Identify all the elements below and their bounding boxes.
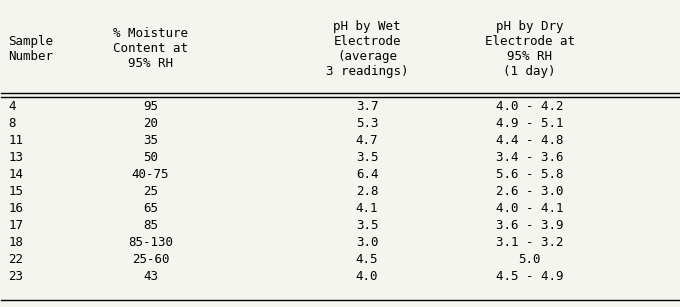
Text: 85: 85 (143, 219, 158, 232)
Text: 18: 18 (8, 236, 23, 249)
Text: 13: 13 (8, 151, 23, 164)
Text: 4.9 - 5.1: 4.9 - 5.1 (496, 117, 563, 130)
Text: % Moisture
Content at
95% RH: % Moisture Content at 95% RH (113, 27, 188, 70)
Text: 25-60: 25-60 (132, 253, 169, 266)
Text: 2.8: 2.8 (356, 185, 378, 198)
Text: 16: 16 (8, 202, 23, 215)
Text: 3.5: 3.5 (356, 151, 378, 164)
Text: 14: 14 (8, 168, 23, 181)
Text: 3.5: 3.5 (356, 219, 378, 232)
Text: 8: 8 (8, 117, 16, 130)
Text: 11: 11 (8, 134, 23, 147)
Text: 5.6 - 5.8: 5.6 - 5.8 (496, 168, 563, 181)
Text: 4.0 - 4.1: 4.0 - 4.1 (496, 202, 563, 215)
Text: 3.7: 3.7 (356, 100, 378, 113)
Text: 5.0: 5.0 (518, 253, 541, 266)
Text: 40-75: 40-75 (132, 168, 169, 181)
Text: 65: 65 (143, 202, 158, 215)
Text: 3.6 - 3.9: 3.6 - 3.9 (496, 219, 563, 232)
Text: 43: 43 (143, 270, 158, 283)
Text: 4.5 - 4.9: 4.5 - 4.9 (496, 270, 563, 283)
Text: 4.7: 4.7 (356, 134, 378, 147)
Text: 4.0: 4.0 (356, 270, 378, 283)
Text: pH by Wet
Electrode
(average
3 readings): pH by Wet Electrode (average 3 readings) (326, 20, 408, 78)
Text: 3.4 - 3.6: 3.4 - 3.6 (496, 151, 563, 164)
Text: 6.4: 6.4 (356, 168, 378, 181)
Text: 22: 22 (8, 253, 23, 266)
Text: 4.5: 4.5 (356, 253, 378, 266)
Text: 85-130: 85-130 (128, 236, 173, 249)
Text: 4: 4 (8, 100, 16, 113)
Text: 95: 95 (143, 100, 158, 113)
Text: 3.1 - 3.2: 3.1 - 3.2 (496, 236, 563, 249)
Text: 25: 25 (143, 185, 158, 198)
Text: 2.6 - 3.0: 2.6 - 3.0 (496, 185, 563, 198)
Text: 5.3: 5.3 (356, 117, 378, 130)
Text: 4.1: 4.1 (356, 202, 378, 215)
Text: 4.4 - 4.8: 4.4 - 4.8 (496, 134, 563, 147)
Text: 20: 20 (143, 117, 158, 130)
Text: 35: 35 (143, 134, 158, 147)
Text: 3.0: 3.0 (356, 236, 378, 249)
Text: pH by Dry
Electrode at
95% RH
(1 day): pH by Dry Electrode at 95% RH (1 day) (485, 20, 575, 78)
Text: 23: 23 (8, 270, 23, 283)
Text: 4.0 - 4.2: 4.0 - 4.2 (496, 100, 563, 113)
Text: 17: 17 (8, 219, 23, 232)
Text: 50: 50 (143, 151, 158, 164)
Text: Sample
Number: Sample Number (8, 35, 53, 63)
Text: 15: 15 (8, 185, 23, 198)
